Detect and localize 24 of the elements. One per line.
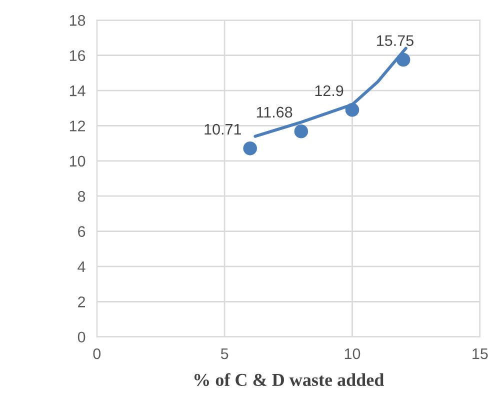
data-label: 12.9 bbox=[315, 85, 344, 96]
line-series bbox=[254, 46, 408, 138]
y-tick-label: 4 bbox=[78, 261, 86, 272]
y-tick-label: 2 bbox=[78, 296, 86, 308]
y-tick-label: 10 bbox=[70, 156, 86, 167]
data-label: 15.75 bbox=[377, 35, 414, 46]
x-tick-label: 10 bbox=[344, 348, 360, 360]
x-axis-title: % of C & D waste added bbox=[194, 373, 384, 386]
point bbox=[345, 102, 360, 117]
y-tick-label: 18 bbox=[70, 15, 86, 26]
y-tick-label: 8 bbox=[78, 190, 86, 202]
data-label: 11.68 bbox=[256, 106, 292, 118]
y-tick-label: 6 bbox=[78, 226, 86, 237]
x-tick-label: 5 bbox=[220, 348, 228, 360]
point bbox=[396, 52, 410, 67]
y-tick-label: 0 bbox=[78, 332, 86, 343]
y-tick-label: 12 bbox=[70, 120, 86, 132]
y-tick-label: 14 bbox=[70, 86, 86, 96]
x-tick-label: 0 bbox=[93, 348, 101, 360]
point bbox=[243, 142, 257, 156]
point bbox=[294, 124, 308, 138]
x-tick-label: 15 bbox=[472, 348, 488, 360]
y-tick-label: 16 bbox=[70, 50, 86, 62]
data-label: 10.71 bbox=[204, 124, 242, 135]
